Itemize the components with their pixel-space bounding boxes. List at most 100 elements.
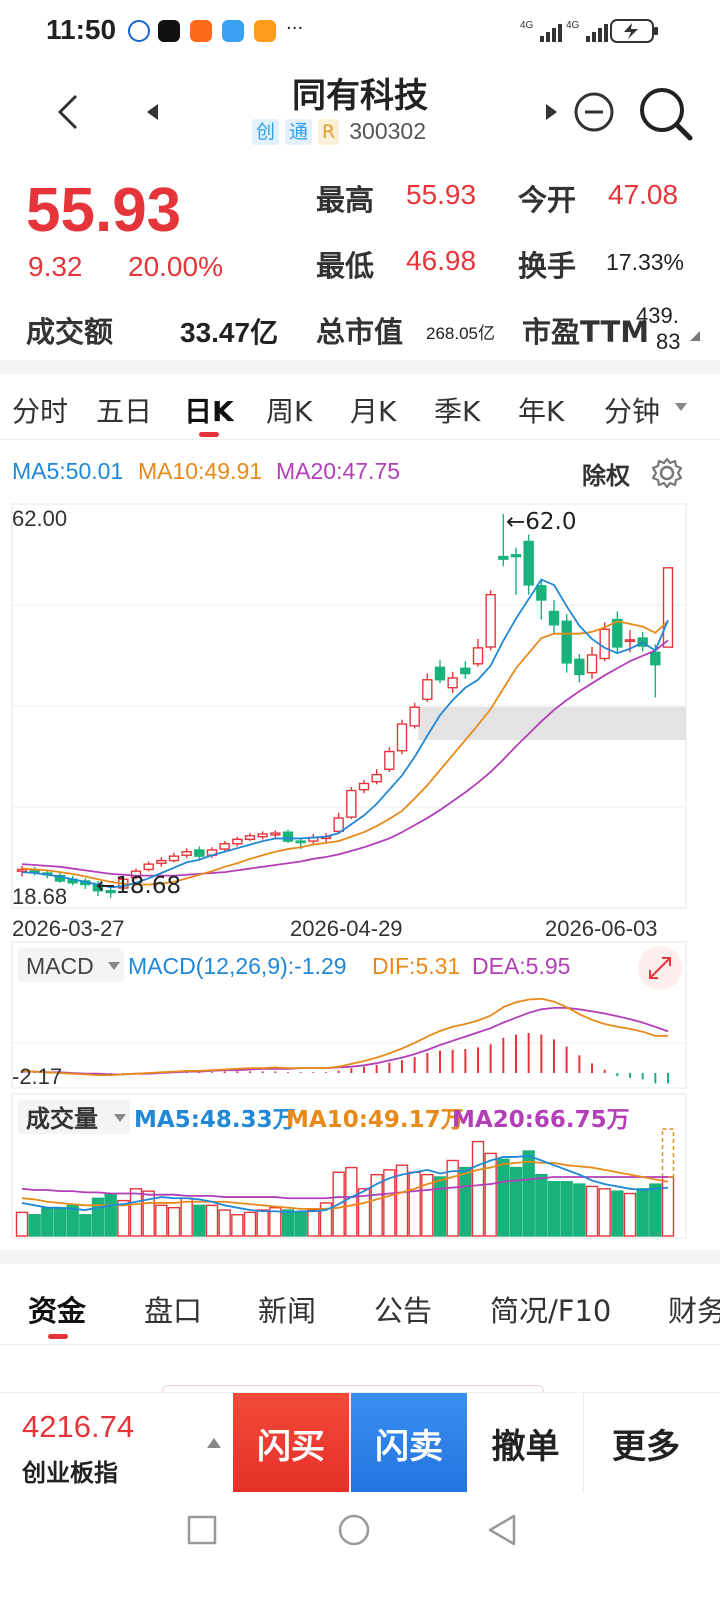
candle bbox=[282, 831, 294, 842]
vol-ma20-line bbox=[21, 1176, 668, 1200]
pe-label: 市盈TTM bbox=[522, 315, 650, 349]
high-marker: ←62.0 bbox=[506, 509, 576, 535]
bottom-action-bar: 4216.74 创业板指 闪买 闪卖 撤单 更多 bbox=[0, 1392, 720, 1493]
macd-min-label: -2.17 bbox=[12, 1064, 62, 1089]
volume-ma5: MA5:48.33万 bbox=[134, 1107, 296, 1133]
tab-intraday[interactable]: 分时 bbox=[12, 395, 69, 428]
volume-bar bbox=[269, 1206, 282, 1237]
date-label: 2026-03-27 bbox=[12, 916, 125, 940]
volume-bar bbox=[395, 1164, 409, 1237]
stock-tags: 创 通 R 300302 bbox=[252, 118, 426, 145]
open-label: 今开 bbox=[518, 183, 577, 217]
candle bbox=[16, 868, 28, 872]
candle bbox=[181, 851, 192, 856]
svg-text:4G: 4G bbox=[520, 20, 534, 31]
tab-profile-f10[interactable]: 简况/F10 bbox=[490, 1294, 612, 1328]
minute-dropdown-icon[interactable] bbox=[674, 402, 688, 412]
low-marker: ←18.68 bbox=[96, 873, 181, 899]
app-icon-taobao bbox=[190, 20, 212, 42]
index-ticker[interactable]: 4216.74 创业板指 bbox=[0, 1393, 232, 1493]
app-icon-weather bbox=[222, 20, 244, 42]
cancel-order-button[interactable]: 撤单 bbox=[468, 1393, 584, 1493]
volume-bar bbox=[66, 1204, 79, 1237]
search-icon[interactable] bbox=[636, 84, 696, 144]
tab-news[interactable]: 新闻 bbox=[258, 1294, 317, 1328]
candle bbox=[574, 658, 585, 676]
flash-sell-button[interactable]: 闪卖 bbox=[351, 1393, 467, 1493]
candle bbox=[143, 863, 154, 871]
settings-gear-icon[interactable] bbox=[650, 456, 684, 490]
low-value: 46.98 bbox=[406, 245, 477, 276]
candle bbox=[409, 706, 420, 727]
candle bbox=[105, 890, 116, 894]
macd-dropdown-icon bbox=[108, 962, 120, 970]
recents-icon[interactable] bbox=[186, 1514, 218, 1546]
volume-bar bbox=[471, 1140, 485, 1237]
price-change-pct: 20.00% bbox=[128, 251, 223, 282]
macd-chart[interactable]: MACD MACD(12,26,9):-1.29 DIF:5.31 DEA:5.95 -… bbox=[0, 940, 720, 1090]
candle bbox=[650, 651, 661, 666]
volume-bar bbox=[573, 1183, 586, 1237]
candle bbox=[194, 849, 205, 857]
more-button[interactable]: 更多 bbox=[612, 1426, 680, 1467]
candle bbox=[447, 677, 458, 689]
volume-bar bbox=[142, 1190, 155, 1237]
tab-monthly-k[interactable]: 月K bbox=[350, 395, 397, 428]
candle bbox=[523, 540, 534, 586]
macd-params: MACD(12,26,9):-1.29 bbox=[128, 953, 347, 979]
candle bbox=[586, 654, 598, 674]
app-icon-weibo bbox=[128, 20, 150, 42]
tab-yearly-k[interactable]: 年K bbox=[518, 395, 565, 428]
volume-bar bbox=[281, 1209, 295, 1237]
candle bbox=[662, 567, 674, 648]
volume-bar bbox=[294, 1211, 307, 1237]
candle bbox=[156, 859, 167, 864]
date-label: 2026-04-29 bbox=[290, 916, 403, 940]
ma20-value: MA20:47.75 bbox=[276, 458, 401, 484]
volume-bar bbox=[446, 1159, 459, 1237]
tab-daily-k[interactable]: 日K bbox=[184, 395, 234, 428]
status-time: 11:50 bbox=[46, 14, 117, 45]
content-card-edge bbox=[162, 1385, 544, 1395]
volume-bar bbox=[231, 1214, 244, 1237]
volume-frame bbox=[11, 1093, 687, 1239]
tab-finance[interactable]: 财务 bbox=[668, 1294, 720, 1328]
candle bbox=[219, 843, 230, 850]
adjust-button[interactable]: 除权 bbox=[582, 463, 630, 490]
back-icon[interactable] bbox=[54, 92, 80, 132]
volume-bar bbox=[547, 1181, 561, 1237]
flash-buy-button[interactable]: 闪买 bbox=[233, 1393, 349, 1493]
home-icon[interactable] bbox=[336, 1512, 372, 1548]
candle bbox=[561, 620, 572, 664]
prev-stock-icon[interactable] bbox=[144, 102, 160, 122]
tab-funds[interactable]: 资金 bbox=[28, 1294, 87, 1328]
high-label: 最高 bbox=[316, 183, 375, 217]
tab-weekly-k[interactable]: 周K bbox=[266, 395, 313, 428]
expand-chart-icon bbox=[649, 957, 671, 979]
next-stock-icon[interactable] bbox=[544, 102, 560, 122]
volume-bar bbox=[180, 1197, 193, 1237]
kline-chart[interactable]: 62.00 18.68 ←62.0 ←18.68 2026-03-27 2026-04-2… bbox=[0, 500, 720, 940]
candle bbox=[333, 817, 344, 833]
low-label: 最低 bbox=[316, 249, 375, 283]
candle bbox=[536, 585, 547, 601]
ma5-line bbox=[21, 578, 669, 889]
tab-quarterly-k[interactable]: 季K bbox=[434, 395, 481, 428]
candle bbox=[472, 647, 484, 665]
candle bbox=[498, 555, 509, 560]
macd-label: MACD bbox=[26, 953, 94, 979]
tab-orderbook[interactable]: 盘口 bbox=[144, 1294, 203, 1328]
quote-panel: 55.93 9.32 20.00% 最高 55.93 今开 47.08 最低 4… bbox=[0, 165, 720, 360]
turnover-label: 换手 bbox=[518, 249, 577, 283]
tab-five-day[interactable]: 五日 bbox=[96, 395, 153, 428]
nav-back-icon[interactable] bbox=[484, 1512, 520, 1548]
remove-watchlist-icon[interactable] bbox=[572, 90, 616, 134]
volume-bar bbox=[167, 1206, 181, 1237]
candle bbox=[510, 554, 522, 558]
tab-announcements[interactable]: 公告 bbox=[374, 1294, 433, 1328]
volume-bar bbox=[79, 1214, 92, 1237]
tab-minute[interactable]: 分钟 bbox=[604, 395, 661, 428]
open-value: 47.08 bbox=[608, 179, 679, 210]
expand-corner-icon[interactable] bbox=[688, 329, 702, 343]
